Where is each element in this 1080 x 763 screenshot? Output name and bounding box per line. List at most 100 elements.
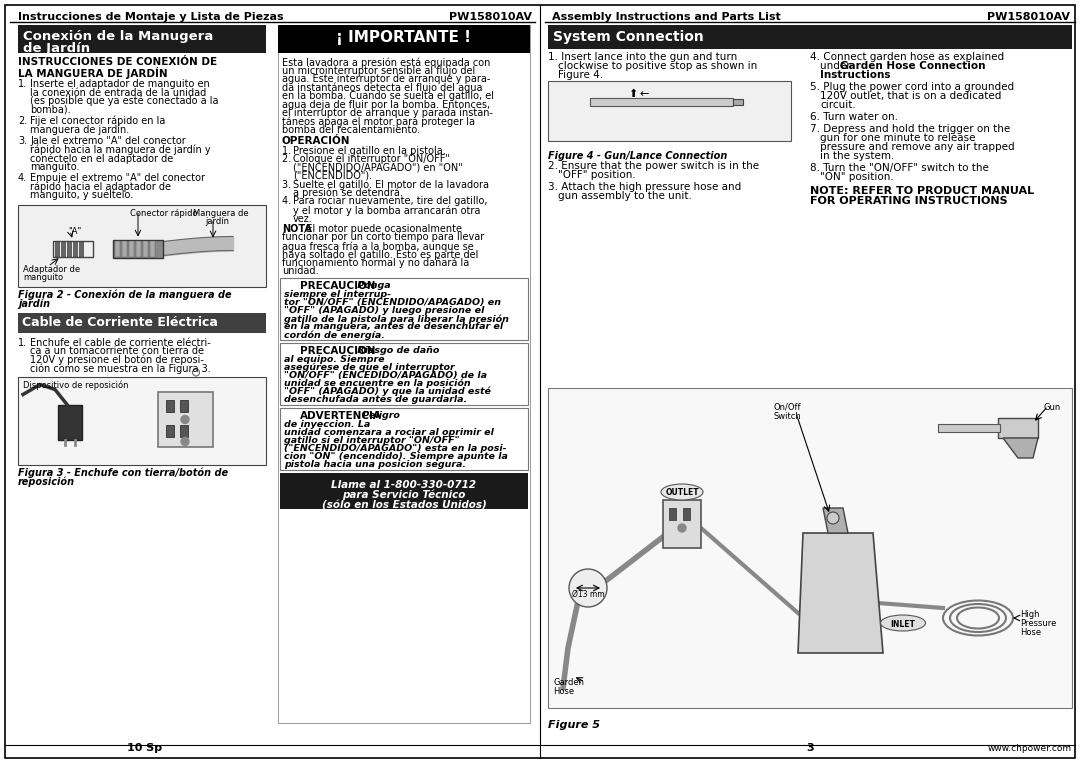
Text: Figure 5: Figure 5 — [548, 720, 600, 730]
Text: 8. Turn the "ON/OFF" switch to the: 8. Turn the "ON/OFF" switch to the — [810, 163, 989, 173]
Bar — [733, 99, 743, 105]
Bar — [113, 240, 163, 257]
Text: gatillo de la pistola para liberar la presión: gatillo de la pistola para liberar la pr… — [284, 314, 509, 324]
Ellipse shape — [181, 437, 189, 446]
Text: funcionamiento normal y no dañará la: funcionamiento normal y no dañará la — [282, 258, 469, 269]
Text: PRECAUCION: PRECAUCION — [300, 281, 376, 291]
Polygon shape — [568, 93, 590, 111]
Text: ¡ IMPORTANTE !: ¡ IMPORTANTE ! — [337, 30, 472, 45]
Bar — [143, 240, 148, 256]
Text: LA MANGUERA DE JARDÍN: LA MANGUERA DE JARDÍN — [18, 67, 167, 79]
Bar — [280, 343, 528, 405]
Text: Manguera de: Manguera de — [193, 210, 248, 218]
Text: Riesgo de daño: Riesgo de daño — [354, 346, 440, 355]
Polygon shape — [823, 508, 848, 533]
Text: Esta lavadora a presión está equipada con: Esta lavadora a presión está equipada co… — [282, 57, 490, 67]
Text: pressure and remove any air trapped: pressure and remove any air trapped — [820, 142, 1014, 152]
Text: "A": "A" — [68, 227, 81, 236]
Text: para Servicio Técnico: para Servicio Técnico — [342, 490, 465, 501]
Text: gun assembly to the unit.: gun assembly to the unit. — [558, 191, 692, 201]
Bar — [280, 473, 528, 509]
Text: On/Off: On/Off — [773, 403, 800, 412]
Text: Ponga: Ponga — [354, 281, 391, 290]
Text: (sólo en los Estados Unidos): (sólo en los Estados Unidos) — [322, 500, 486, 510]
Text: Para rociar nuevamente, tire del gatillo,: Para rociar nuevamente, tire del gatillo… — [293, 197, 487, 207]
Text: 1.: 1. — [18, 337, 27, 347]
Text: cordón de energía.: cordón de energía. — [284, 330, 384, 340]
Text: al equipo. Siempre: al equipo. Siempre — [284, 355, 384, 364]
Bar — [280, 278, 528, 340]
Text: unidad comenzara a rociar al oprimir el: unidad comenzara a rociar al oprimir el — [284, 428, 494, 437]
Text: 5. Plug the power cord into a grounded: 5. Plug the power cord into a grounded — [810, 82, 1014, 92]
Text: 120V outlet, that is on a dedicated: 120V outlet, that is on a dedicated — [820, 91, 1001, 101]
Text: Figura 3 - Enchufe con tierra/botón de: Figura 3 - Enchufe con tierra/botón de — [18, 468, 228, 478]
Text: www.chpower.com: www.chpower.com — [988, 744, 1072, 753]
Bar — [548, 25, 1072, 49]
Text: OPERACIÓN: OPERACIÓN — [282, 136, 351, 146]
Polygon shape — [1003, 438, 1038, 458]
Bar — [166, 400, 174, 411]
Text: NOTA: NOTA — [282, 224, 312, 234]
Text: un microinterruptor sensible al flujo del: un microinterruptor sensible al flujo de… — [282, 66, 475, 76]
Text: Figure 4.: Figure 4. — [558, 70, 603, 80]
Text: 2.: 2. — [18, 116, 27, 126]
Text: unidad se encuentre en la posición: unidad se encuentre en la posición — [284, 379, 471, 388]
Text: Fije el conector rápido en la: Fije el conector rápido en la — [30, 116, 165, 127]
Text: clockwise to positive stop as shown in: clockwise to positive stop as shown in — [558, 61, 757, 71]
Bar — [939, 424, 1000, 432]
Text: 3: 3 — [806, 743, 814, 753]
Text: Adaptador de: Adaptador de — [23, 265, 80, 273]
Text: Figura 2 - Conexión de la manguera de: Figura 2 - Conexión de la manguera de — [18, 289, 231, 300]
Text: 4.: 4. — [18, 173, 27, 183]
Text: funcionar por un corto tiempo para llevar: funcionar por un corto tiempo para lleva… — [282, 233, 484, 243]
Text: "OFF" (APAGADO) y luego presione el: "OFF" (APAGADO) y luego presione el — [284, 306, 484, 315]
Text: unidad.: unidad. — [282, 266, 319, 276]
Bar — [73, 240, 77, 256]
Polygon shape — [568, 111, 590, 126]
Text: agua fresca fría a la bomba, aunque se: agua fresca fría a la bomba, aunque se — [282, 241, 474, 252]
Text: bomba).: bomba). — [30, 105, 70, 114]
Text: asegúrese de que el interruptor: asegúrese de que el interruptor — [284, 363, 455, 372]
Bar — [18, 313, 266, 333]
Text: manguito, y suéltelo.: manguito, y suéltelo. — [30, 190, 133, 201]
Text: 7. Depress and hold the trigger on the: 7. Depress and hold the trigger on the — [810, 124, 1010, 134]
Bar — [278, 25, 530, 53]
Text: rápido hacia la manguera de jardín y: rápido hacia la manguera de jardín y — [30, 144, 211, 155]
Text: en la manguera, antes de desenchufar el: en la manguera, antes de desenchufar el — [284, 322, 503, 331]
Ellipse shape — [181, 416, 189, 423]
Text: 6. Turn water on.: 6. Turn water on. — [810, 112, 897, 122]
Text: ca a un tomacorriente con tierra de: ca a un tomacorriente con tierra de — [30, 346, 204, 356]
Ellipse shape — [678, 524, 686, 532]
Text: OUTLET: OUTLET — [665, 488, 699, 497]
Text: Pressure: Pressure — [1020, 619, 1056, 628]
Text: ("ENCENDIDO/APAGADO") esta en la posi-: ("ENCENDIDO/APAGADO") esta en la posi- — [284, 444, 507, 453]
Bar — [548, 81, 791, 141]
Text: Figure 4 - Gun/Lance Connection: Figure 4 - Gun/Lance Connection — [548, 151, 727, 161]
Bar — [166, 424, 174, 436]
Text: 2.: 2. — [282, 154, 295, 164]
Text: 1.: 1. — [282, 146, 294, 156]
Text: Jale el extremo "A" del conector: Jale el extremo "A" del conector — [30, 136, 186, 146]
Bar — [122, 240, 127, 256]
Text: under: under — [820, 61, 854, 71]
Bar — [158, 391, 213, 446]
Text: de inyeccion. La: de inyeccion. La — [284, 420, 370, 429]
Text: Peligro: Peligro — [360, 411, 400, 420]
Text: "ON" position.: "ON" position. — [820, 172, 894, 182]
Text: 10 Sp: 10 Sp — [127, 743, 163, 753]
Text: vez.: vez. — [293, 214, 313, 224]
Text: siempre el interrup-: siempre el interrup- — [284, 290, 391, 299]
Text: conéctelo en el adaptador de: conéctelo en el adaptador de — [30, 153, 173, 163]
Text: Instructions: Instructions — [820, 70, 891, 80]
Text: rápido hacia el adaptador de: rápido hacia el adaptador de — [30, 182, 171, 192]
Text: FOR OPERATING INSTRUCTIONS: FOR OPERATING INSTRUCTIONS — [810, 196, 1008, 206]
Text: 3. Attach the high pressure hose and: 3. Attach the high pressure hose and — [548, 182, 741, 192]
Text: cion "ON" (encendido). Siempre apunte la: cion "ON" (encendido). Siempre apunte la — [284, 452, 508, 461]
Text: Switch: Switch — [773, 412, 800, 421]
Bar — [150, 240, 156, 256]
Text: 1. Insert lance into the gun and turn: 1. Insert lance into the gun and turn — [548, 52, 738, 62]
Ellipse shape — [880, 615, 926, 631]
Bar — [180, 400, 188, 411]
Polygon shape — [998, 418, 1038, 438]
Text: Conector rápido: Conector rápido — [130, 210, 198, 218]
